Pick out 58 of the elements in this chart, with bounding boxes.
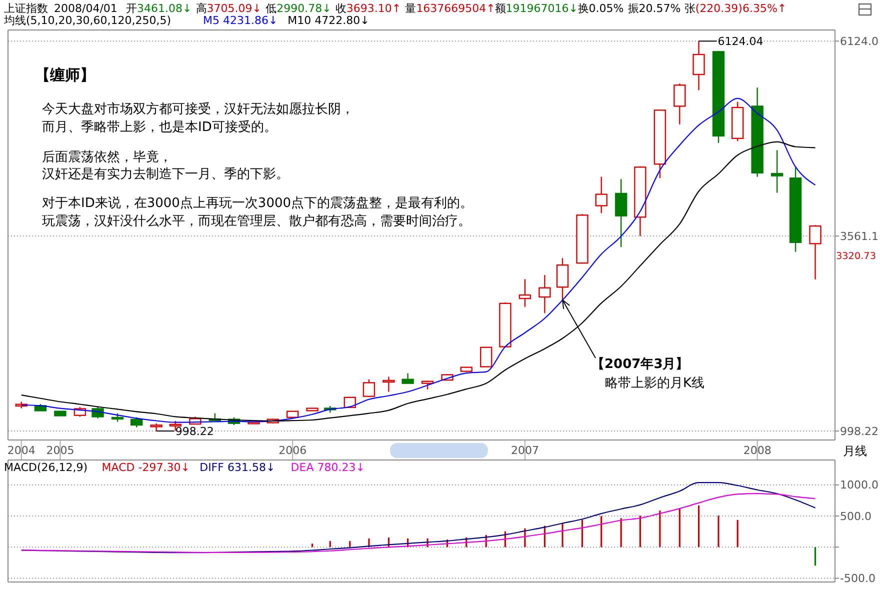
- line-series: [20, 482, 816, 554]
- chart-subtitle: 2008/04/01: [54, 2, 118, 15]
- text: 低2990.78↓: [266, 2, 332, 15]
- text: 开3461.08↓: [126, 2, 192, 15]
- candlestick: [674, 82, 686, 125]
- y-tick-label: 998.22: [840, 424, 878, 438]
- text: 额191967016↓: [494, 2, 578, 15]
- annotation: 【缠师】: [35, 66, 95, 84]
- text: 月线: [843, 444, 867, 458]
- y-tick-label: -500.0: [840, 572, 876, 586]
- candlestick: [382, 376, 395, 392]
- candlestick: [538, 274, 551, 314]
- candlestick: [402, 372, 414, 384]
- line-series: [20, 493, 816, 554]
- candlestick: [809, 224, 822, 280]
- x-tick-label: 2005: [46, 444, 74, 457]
- candlestick: [518, 278, 532, 308]
- annotation: 后面震荡依然，毕竟，: [42, 150, 172, 165]
- text: 3320.73: [836, 251, 876, 262]
- y-tick-label: 500.0: [840, 510, 872, 523]
- legend-title: 均线(5,10,20,30,60,120,250,5): [3, 14, 172, 27]
- chart-title: 上证指数: [4, 2, 48, 15]
- annotation: 略带上影的月K线: [605, 376, 705, 391]
- annotation: 今天大盘对市场双方都可接受，汉奸无法如愿拉长阴，: [42, 101, 354, 117]
- candlestick: [480, 346, 492, 368]
- candlestick: [362, 378, 376, 398]
- text: M10 4722.80↓: [288, 14, 370, 27]
- annotation: 汉奸还是有实力去制造下一月、季的下影。: [42, 167, 289, 182]
- annotation: 6124.04: [718, 34, 764, 48]
- text: 换0.05%: [578, 2, 624, 15]
- text: 张(220.39)6.35%↑: [684, 2, 787, 15]
- x-tick-label: 2007: [510, 444, 539, 457]
- candlestick: [692, 40, 705, 91]
- text: M5 4231.86↓: [203, 14, 278, 27]
- candlestick: [770, 150, 784, 194]
- annotation: 对于本ID来说，在3000点上再玩一次3000点下的震荡盘整，是最有利的。: [42, 196, 474, 211]
- text: DEA 780.23↓: [290, 461, 365, 474]
- legend-title: MACD(26,12,9): [4, 461, 88, 474]
- x-tick-label: 2004: [7, 444, 36, 457]
- text: DIFF 631.58↓: [200, 461, 276, 474]
- candlestick: [556, 258, 569, 301]
- candlestick: [130, 416, 143, 428]
- candlestick: [614, 178, 628, 248]
- x-tick-label: 2006: [278, 444, 307, 457]
- text: 振20.57%: [628, 2, 681, 15]
- text: 高3705.09↓: [196, 2, 262, 15]
- text: 量1637669504↑: [405, 2, 496, 15]
- annotation: 【2007年3月】: [592, 356, 689, 372]
- text: 收3693.10↑: [335, 2, 402, 15]
- y-tick-label: 6124.0: [840, 34, 878, 48]
- candlestick: [595, 176, 608, 214]
- annotation: 998.22: [175, 424, 214, 438]
- y-tick-label: 3561.1: [840, 230, 878, 243]
- x-tick-label: 2008: [743, 444, 772, 457]
- y-tick-label: 1000.0: [840, 478, 878, 492]
- annotation: 而月、季略带上影，也是本ID可接受的。: [42, 120, 277, 135]
- annotation: 玩震荡，汉奸没什么水平，而现在管理层、散户都有恐高，需要时间治疗。: [42, 213, 471, 229]
- text: MACD -297.30↓: [102, 461, 190, 474]
